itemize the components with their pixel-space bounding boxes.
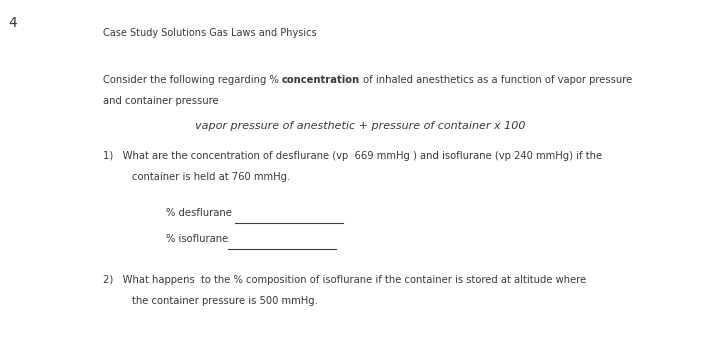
Text: vapor pressure of anesthetic + pressure of container x 100: vapor pressure of anesthetic + pressure …	[194, 121, 526, 131]
Text: 1)   What are the concentration of desflurane (vp  669 mmHg ) and isoflurane (vp: 1) What are the concentration of desflur…	[103, 151, 602, 161]
Text: 2)   What happens  to the % composition of isoflurane if the container is stored: 2) What happens to the % composition of …	[103, 275, 586, 285]
Text: of inhaled anesthetics as a function of vapor pressure: of inhaled anesthetics as a function of …	[360, 75, 632, 84]
Text: Consider the following regarding %: Consider the following regarding %	[103, 75, 282, 84]
Text: % desflurane: % desflurane	[166, 208, 235, 218]
Text: Case Study Solutions Gas Laws and Physics: Case Study Solutions Gas Laws and Physic…	[103, 28, 317, 38]
Text: and container pressure: and container pressure	[103, 96, 219, 106]
Text: 4: 4	[9, 16, 17, 30]
Text: concentration: concentration	[282, 75, 360, 84]
Text: container is held at 760 mmHg.: container is held at 760 mmHg.	[132, 172, 290, 182]
Text: the container pressure is 500 mmHg.: the container pressure is 500 mmHg.	[132, 296, 318, 306]
Text: % isoflurane: % isoflurane	[166, 234, 228, 244]
